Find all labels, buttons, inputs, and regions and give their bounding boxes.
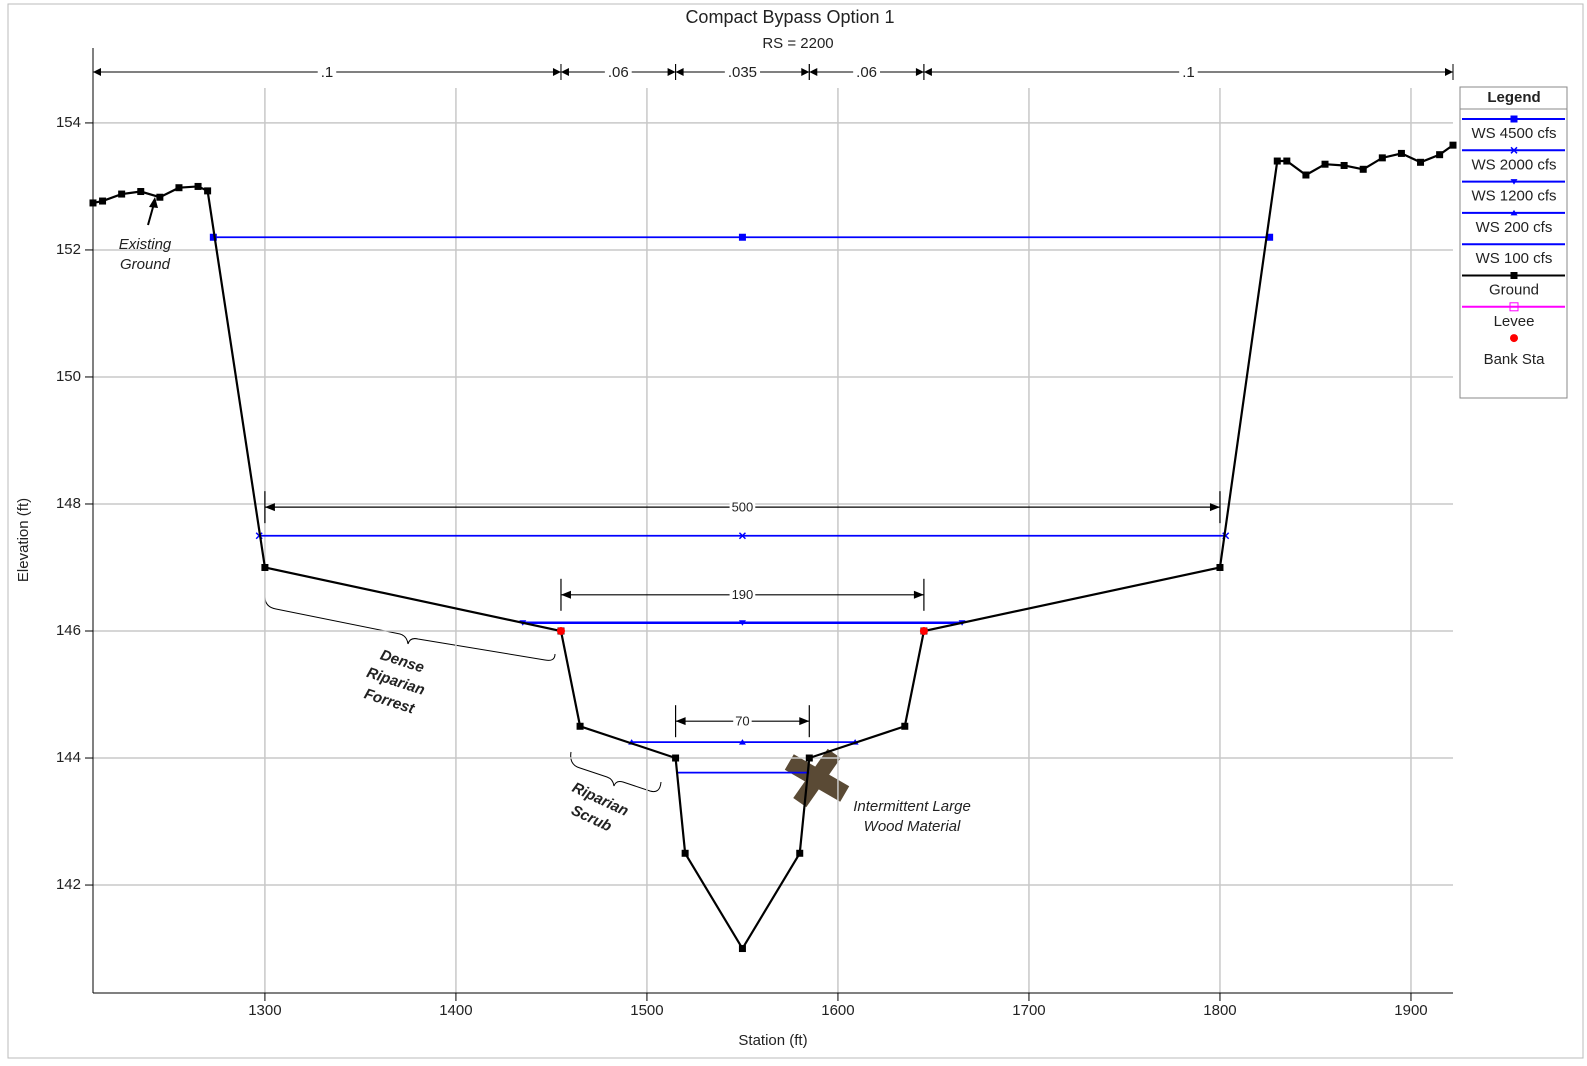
legend-label: WS 200 cfs: [1476, 219, 1553, 236]
y-tick-label: 144: [56, 749, 81, 766]
marker: [156, 194, 163, 201]
arrowhead: [93, 68, 101, 76]
arrowhead: [914, 591, 924, 599]
x-tick-label: 1400: [439, 1002, 472, 1019]
y-tick-label: 148: [56, 495, 81, 512]
marker: [1510, 334, 1518, 342]
x-axis-label: Station (ft): [738, 1032, 807, 1049]
n-label: .035: [728, 64, 757, 81]
n-label: .06: [608, 64, 629, 81]
legend-label: Ground: [1489, 281, 1539, 298]
arrowhead: [809, 68, 817, 76]
dimension-label: 500: [732, 500, 754, 515]
arrowhead: [668, 68, 676, 76]
y-tick-label: 150: [56, 368, 81, 385]
marker: [195, 183, 202, 190]
marker: [1283, 158, 1290, 165]
marker: [137, 188, 144, 195]
marker: [1398, 150, 1405, 157]
arrowhead: [1445, 68, 1453, 76]
marker: [1379, 154, 1386, 161]
legend-label: Bank Sta: [1484, 351, 1546, 368]
marker: [1302, 172, 1309, 179]
marker: [204, 187, 211, 194]
marker: [1360, 166, 1367, 173]
y-tick-label: 152: [56, 241, 81, 258]
marker: [261, 564, 268, 571]
marker: [682, 850, 689, 857]
marker: [739, 234, 746, 241]
arrowhead: [801, 68, 809, 76]
chart-title: Compact Bypass Option 1: [685, 7, 894, 27]
annotation-text: Existing: [119, 236, 172, 253]
x-tick-label: 1600: [821, 1002, 854, 1019]
n-label: .06: [856, 64, 877, 81]
marker: [175, 184, 182, 191]
legend-title: Legend: [1487, 89, 1540, 106]
x-tick-label: 1900: [1394, 1002, 1427, 1019]
n-label: .1: [321, 64, 334, 81]
brace: [265, 597, 555, 660]
marker: [1274, 158, 1281, 165]
y-tick-label: 154: [56, 114, 81, 131]
dimension-label: 70: [735, 714, 749, 729]
annotation-text: Ground: [120, 256, 171, 273]
chart: Compact Bypass Option 1 RS = 2200 Statio…: [0, 0, 1587, 1066]
marker: [1450, 142, 1457, 149]
arrowhead: [916, 68, 924, 76]
arrowhead: [924, 68, 932, 76]
marker: [1341, 162, 1348, 169]
marker: [99, 198, 106, 205]
annotation-text: Wood Material: [864, 818, 961, 835]
marker: [90, 199, 97, 206]
x-tick-label: 1700: [1012, 1002, 1045, 1019]
marker: [557, 627, 565, 635]
annotation: RiparianScrub: [561, 779, 631, 839]
marker: [1436, 151, 1443, 158]
annotation: Existing Ground: [119, 236, 172, 273]
marker: [1511, 116, 1518, 123]
dimension-label: 190: [732, 587, 754, 602]
arrowhead: [676, 68, 684, 76]
arrowhead: [799, 717, 809, 725]
x-tick-label: 1500: [630, 1002, 663, 1019]
marker: [1511, 272, 1518, 279]
marker: [796, 850, 803, 857]
y-tick-label: 142: [56, 876, 81, 893]
legend-label: WS 100 cfs: [1476, 250, 1553, 267]
x-tick-label: 1300: [248, 1002, 281, 1019]
n-label: .1: [1182, 64, 1195, 81]
series-line: [93, 145, 1453, 948]
marker: [901, 723, 908, 730]
legend-label: WS 2000 cfs: [1471, 156, 1556, 173]
chart-subtitle: RS = 2200: [762, 35, 833, 52]
arrowhead: [561, 591, 571, 599]
annotation: Intermittent Large Wood Material: [853, 798, 971, 835]
marker: [1417, 159, 1424, 166]
marker: [1216, 564, 1223, 571]
marker: [806, 755, 813, 762]
legend-label: WS 4500 cfs: [1471, 125, 1556, 142]
arrowhead: [561, 68, 569, 76]
legend-label: Levee: [1494, 313, 1535, 330]
marker: [577, 723, 584, 730]
y-axis-label: Elevation (ft): [15, 498, 32, 582]
legend-label: WS 1200 cfs: [1471, 188, 1556, 205]
y-tick-label: 146: [56, 622, 81, 639]
marker: [672, 755, 679, 762]
marker: [118, 191, 125, 198]
marker: [739, 945, 746, 952]
marker: [920, 627, 928, 635]
marker: [1322, 161, 1329, 168]
annotation-text: Intermittent Large: [853, 798, 971, 815]
x-tick-label: 1800: [1203, 1002, 1236, 1019]
arrowhead: [553, 68, 561, 76]
arrowhead: [676, 717, 686, 725]
